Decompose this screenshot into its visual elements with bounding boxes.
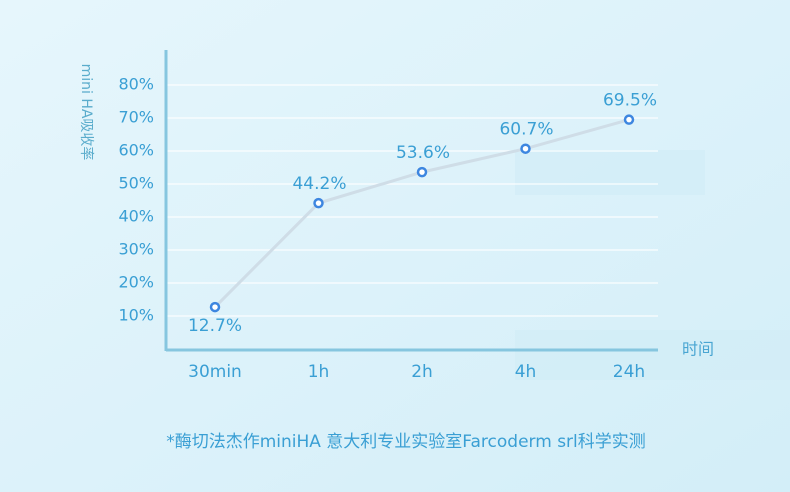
decor [515, 150, 705, 195]
value-label: 69.5% [603, 91, 657, 111]
y-tick-label: 10% [118, 306, 154, 325]
x-tick-label: 24h [613, 362, 645, 382]
y-tick-label: 80% [118, 75, 154, 94]
x-tick-label: 4h [515, 362, 537, 382]
point [209, 301, 221, 313]
y-tick-label: 20% [118, 273, 154, 292]
y-tick-label: 40% [118, 207, 154, 226]
footnote: *酶切法杰作miniHA 意大利专业实验室Farcoderm srl科学实测 [166, 432, 646, 452]
x-axis-label: 时间 [682, 340, 714, 359]
point [416, 166, 428, 178]
point [623, 114, 635, 125]
x-tick-label: 1h [308, 362, 330, 382]
value-label: 60.7% [499, 120, 553, 140]
y-tick-label: 30% [118, 240, 154, 259]
y-tick-label: 70% [118, 108, 154, 127]
y-axis-label: mini HA吸收率 [78, 64, 95, 161]
x-tick-label: 2h [411, 362, 433, 382]
y-tick-label: 50% [118, 174, 154, 193]
value-label: 53.6% [396, 143, 450, 163]
x-tick-label: 30min [188, 362, 242, 382]
value-label: 44.2% [292, 174, 346, 194]
value-label: 12.7% [188, 316, 242, 336]
decor [515, 330, 790, 380]
y-tick-label: 60% [118, 141, 154, 160]
point [520, 143, 531, 154]
point [313, 197, 324, 209]
